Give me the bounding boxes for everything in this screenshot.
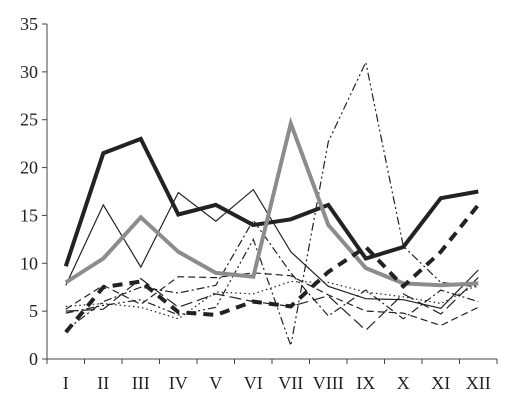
series-line-1 (63, 136, 479, 267)
y-tick-label: 15 (20, 205, 38, 225)
x-tick-label: IX (356, 373, 375, 393)
y-tick-label: 20 (20, 158, 38, 178)
series-line-7 (65, 272, 479, 327)
y-tick-label: 10 (20, 253, 38, 273)
x-tick-label: XII (466, 373, 491, 393)
x-tick-label: VIII (313, 373, 344, 393)
x-tick-label: VI (244, 373, 263, 393)
axes (42, 23, 498, 364)
x-tick-label: IV (169, 373, 188, 393)
series-line-5 (65, 219, 479, 331)
y-tick-label: 0 (29, 349, 38, 369)
x-tick-label: II (97, 373, 109, 393)
x-tick-label: III (132, 373, 150, 393)
y-tick-label: 5 (29, 301, 38, 321)
series-line-2 (64, 116, 479, 288)
series-line-8 (65, 280, 479, 320)
x-tick-label: XI (431, 373, 450, 393)
x-tick-label: I (63, 373, 69, 393)
x-tick-label: X (397, 373, 410, 393)
y-tick-label: 25 (20, 110, 38, 130)
y-tick-label: 30 (20, 62, 38, 82)
x-tick-label: V (209, 373, 222, 393)
series-group (63, 60, 480, 348)
x-tick-label: VII (278, 373, 303, 393)
y-tick-label: 35 (20, 14, 38, 34)
series-line-3 (64, 203, 480, 334)
